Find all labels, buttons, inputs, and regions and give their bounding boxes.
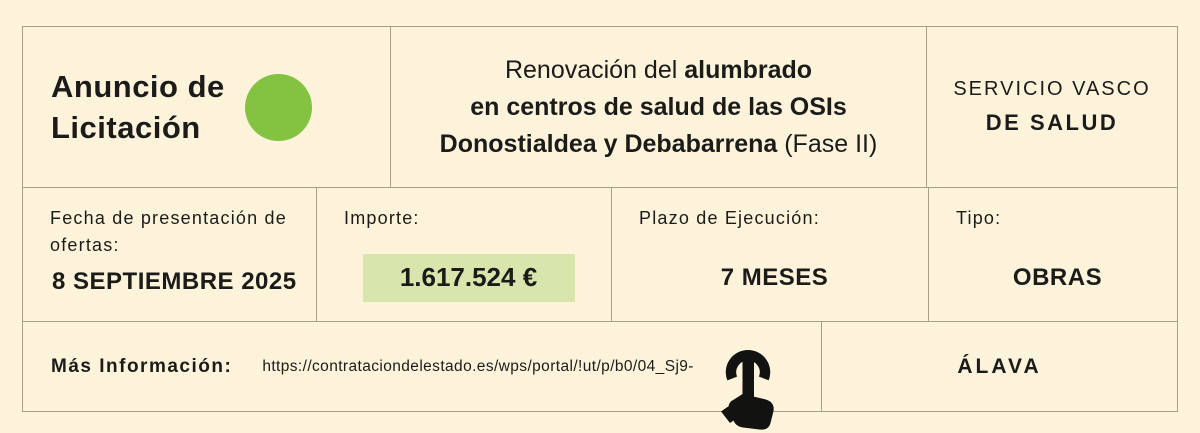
header-row: Anuncio de Licitación Renovación del alu… (23, 27, 1177, 188)
tipo-value: OBRAS (1012, 264, 1103, 291)
detail-plazo: Plazo de Ejecución: 7 MESES (612, 188, 929, 321)
organization-line1: SERVICIO VASCO (953, 78, 1151, 100)
importe-label: Importe: (344, 208, 420, 228)
fecha-value: 8 SEPTIEMBRE 2025 (52, 268, 297, 295)
plazo-value: 7 MESES (720, 264, 829, 291)
importe-value-highlight: 1.617.524 € (362, 254, 575, 302)
green-dot-icon (244, 73, 312, 141)
tap-click-icon (721, 350, 774, 430)
more-info-url[interactable]: https://contrataciondelestado.es/wps/por… (262, 357, 694, 375)
more-info: Más Información: https://contrataciondel… (23, 322, 822, 411)
project-title: Renovación del alumbrado en centros de s… (391, 27, 927, 187)
province-label: ÁLAVA (957, 354, 1042, 378)
organization-line2: DE SALUD (985, 110, 1119, 135)
announcement-type: Anuncio de Licitación (23, 27, 391, 187)
organization: SERVICIO VASCO DE SALUD (927, 27, 1177, 187)
announcement-line1: Anuncio de (51, 69, 225, 104)
more-info-label: Más Información: (51, 355, 233, 377)
details-row: Fecha de presentación de ofertas: 8 SEPT… (23, 188, 1177, 322)
detail-tipo: Tipo: OBRAS (929, 188, 1177, 321)
footer-row: Más Información: https://contrataciondel… (23, 322, 1177, 411)
announcement-card: Anuncio de Licitación Renovación del alu… (22, 26, 1178, 430)
detail-fecha: Fecha de presentación de ofertas: 8 SEPT… (23, 188, 317, 321)
project-title-line2: en centros de salud de las OSIs (470, 92, 847, 121)
announcement-line2: Licitación (51, 110, 201, 145)
province-cell: ÁLAVA (822, 322, 1177, 411)
project-title-line3: Donostialdea y Debabarrena (Fase II) (439, 129, 878, 158)
fecha-label: Fecha de presentación de ofertas: (50, 208, 287, 255)
plazo-label: Plazo de Ejecución: (639, 208, 820, 228)
tipo-label: Tipo: (956, 208, 1002, 228)
project-title-line1: Renovación del alumbrado (504, 55, 813, 84)
detail-importe: Importe: 1.617.524 € (317, 188, 612, 321)
announcement-title: Anuncio de Licitación (51, 66, 225, 148)
